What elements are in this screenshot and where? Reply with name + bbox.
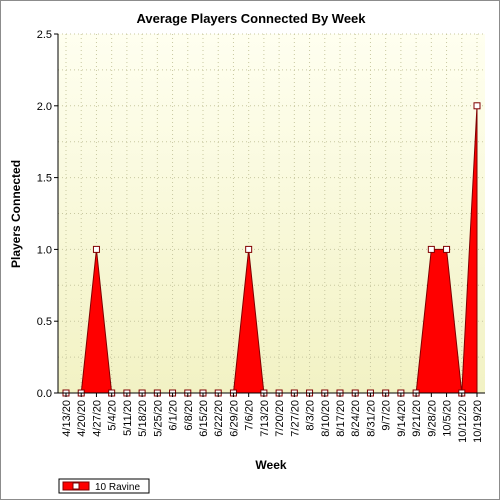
plot-area bbox=[58, 34, 485, 393]
y-tick-label: 1.0 bbox=[37, 244, 52, 256]
data-point bbox=[473, 102, 481, 110]
x-tick-label: 5/18/20 bbox=[137, 400, 149, 437]
y-axis-title: Players Connected bbox=[9, 160, 23, 268]
data-point bbox=[443, 245, 451, 253]
x-tick-label: 8/17/20 bbox=[335, 400, 347, 437]
x-tick-label: 5/25/20 bbox=[152, 400, 164, 437]
legend: 10 Ravine bbox=[58, 478, 150, 494]
x-tick-label: 10/12/20 bbox=[457, 400, 469, 443]
x-tick-label: 7/6/20 bbox=[244, 400, 256, 431]
x-tick-label: 4/20/20 bbox=[76, 400, 88, 437]
x-tick-label: 5/11/20 bbox=[122, 400, 134, 436]
x-tick-label: 10/19/20 bbox=[472, 400, 484, 443]
x-tick-label: 6/29/20 bbox=[228, 400, 240, 437]
y-tick-label: 0.0 bbox=[37, 388, 52, 400]
legend-label: 10 Ravine bbox=[95, 482, 140, 493]
x-tick-label: 8/31/20 bbox=[365, 400, 377, 437]
axes: 0.0 0.5 1.0 1.5 2.0 2.5 4/13/20 4/20/20 4/27/20 5… bbox=[37, 29, 485, 443]
data-point bbox=[427, 245, 435, 253]
x-tick-label: 6/22/20 bbox=[213, 400, 225, 437]
x-tick-label: 9/28/20 bbox=[426, 400, 438, 437]
y-tick-label: 1.5 bbox=[37, 173, 52, 185]
x-axis-title: Week bbox=[255, 458, 286, 472]
y-tick-label: 0.5 bbox=[37, 316, 52, 328]
x-tick-label: 9/14/20 bbox=[396, 400, 408, 437]
x-tick-label: 5/4/20 bbox=[107, 400, 119, 431]
x-tick-label: 7/27/20 bbox=[289, 400, 301, 437]
chart-title: Average Players Connected By Week bbox=[136, 11, 366, 26]
x-tick-label: 8/24/20 bbox=[350, 400, 362, 437]
data-point bbox=[92, 245, 100, 253]
x-tick-label: 10/5/20 bbox=[442, 400, 454, 437]
x-tick-label: 4/27/20 bbox=[91, 400, 103, 437]
x-tick-label: 8/3/20 bbox=[305, 400, 317, 431]
x-tick-label: 9/21/20 bbox=[411, 400, 423, 437]
data-point bbox=[245, 245, 253, 253]
x-tick-label: 6/8/20 bbox=[183, 400, 195, 431]
x-tick-label: 6/1/20 bbox=[168, 400, 180, 431]
x-tick-label: 8/10/20 bbox=[320, 400, 332, 437]
x-tick-label: 6/15/20 bbox=[198, 400, 210, 437]
y-tick-label: 2.5 bbox=[37, 29, 52, 41]
x-tick-label: 7/20/20 bbox=[274, 400, 286, 437]
x-tick-label: 9/7/20 bbox=[381, 400, 393, 431]
legend-marker bbox=[72, 482, 80, 490]
x-tick-label: 7/13/20 bbox=[259, 400, 271, 437]
y-tick-label: 2.0 bbox=[37, 101, 52, 113]
x-tick-label: 4/13/20 bbox=[61, 400, 73, 437]
